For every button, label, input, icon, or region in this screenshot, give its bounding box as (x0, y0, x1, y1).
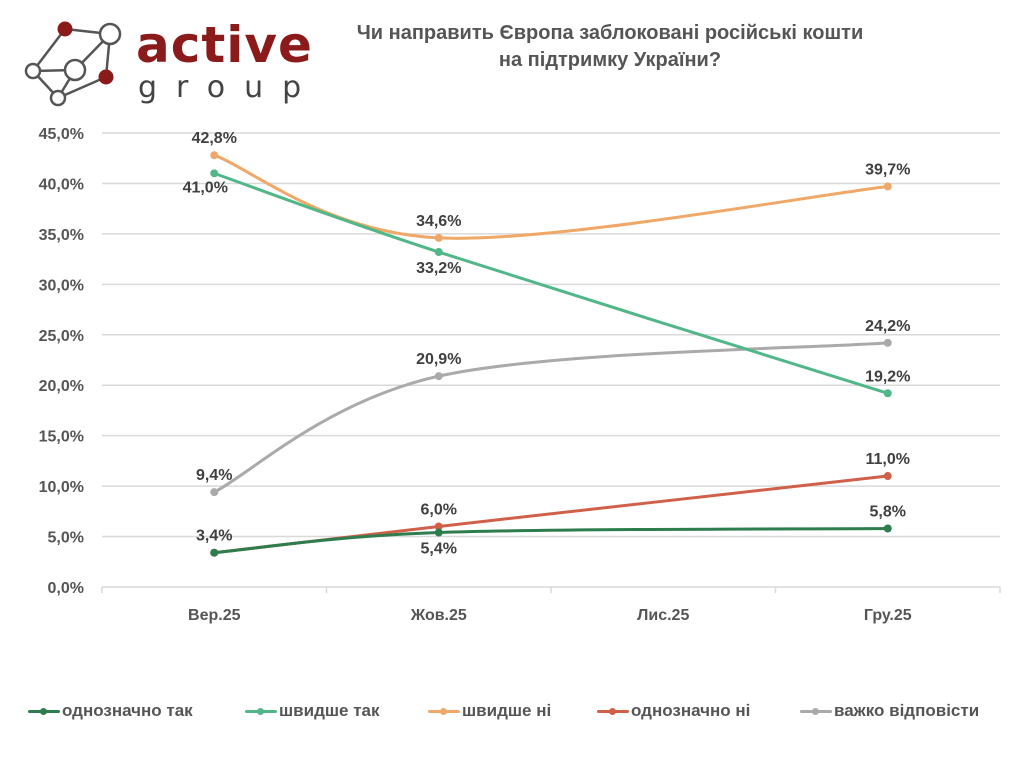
series-1-point (434, 248, 443, 257)
y-tick-label: 20,0% (39, 378, 84, 395)
y-tick-label: 5,0% (48, 530, 84, 547)
legend-label: однозначно так (62, 701, 193, 720)
series-2-point (883, 182, 892, 191)
data-label: 6,0% (421, 501, 457, 518)
data-label: 42,8% (192, 130, 237, 147)
chart-title: Чи направить Європа заблоковані російськ… (300, 20, 920, 74)
series-4-point (434, 372, 443, 381)
series-2-line (212, 153, 890, 240)
legend-line-marker-icon (428, 704, 460, 718)
data-label: 11,0% (866, 451, 910, 468)
legend-line-marker-icon (597, 704, 629, 718)
data-label: 41,0% (183, 179, 228, 196)
series-1-line (212, 171, 890, 395)
legend-label: швидше так (279, 701, 380, 720)
y-tick-label: 45,0% (39, 126, 84, 143)
y-tick-label: 40,0% (39, 176, 84, 193)
series-0-line (212, 526, 890, 555)
data-label: 39,7% (865, 161, 910, 178)
y-tick-label: 15,0% (39, 429, 84, 446)
legend-label: однозначно ні (631, 701, 751, 720)
series-1-point (883, 389, 892, 398)
series-0-point (210, 548, 219, 557)
logo-word-group: group (138, 70, 321, 105)
legend-line-marker-icon (800, 704, 832, 718)
series-4-point (883, 338, 892, 347)
data-label: 5,8% (870, 503, 906, 520)
network-icon (24, 21, 122, 107)
gridlines (102, 132, 1000, 588)
legend-item: швидше ні (428, 699, 551, 723)
series-2-point (210, 151, 219, 160)
legend-item: швидше так (245, 699, 380, 723)
data-label: 19,2% (865, 368, 910, 385)
data-label: 34,6% (416, 213, 461, 230)
y-tick-label: 10,0% (39, 479, 84, 496)
series-3-point (883, 472, 892, 481)
data-label: 24,2% (865, 318, 910, 335)
data-label: 33,2% (416, 260, 461, 277)
series-group (210, 151, 892, 557)
legend: однозначно так швидше так швидше ні однозна… (0, 699, 1024, 723)
x-tick-label: Лис.25 (637, 607, 689, 624)
series-3-point (434, 522, 443, 531)
x-axis: Вер.25 Жов.25 Лис.25 Гру.25 (101, 587, 1001, 624)
series-1-point (210, 169, 219, 178)
legend-item: однозначно ні (597, 699, 750, 723)
x-tick-label: Гру.25 (864, 607, 912, 624)
series-4-line (212, 341, 890, 494)
legend-item: важко відповісти (800, 699, 979, 723)
logo-word-active: active (136, 16, 313, 74)
line-chart: 0,0% 5,0% 10,0% 15,0% 20,0% 25,0% 30,0% 35,0% 40… (39, 126, 1001, 624)
legend-line-marker-icon (28, 704, 60, 718)
x-tick-label: Вер.25 (188, 607, 241, 624)
data-label: 9,4% (196, 467, 232, 484)
legend-item: однозначно так (28, 699, 193, 723)
chart-title-line-2: на підтримку України? (498, 49, 722, 71)
y-tick-label: 35,0% (39, 227, 84, 244)
y-tick-label: 0,0% (48, 580, 84, 597)
y-tick-label: 25,0% (39, 328, 84, 345)
series-0-point (883, 524, 892, 533)
legend-label: важко відповісти (834, 701, 980, 720)
data-label: 3,4% (196, 528, 232, 545)
company-logo: active group (18, 14, 312, 110)
legend-label: швидше ні (462, 701, 552, 720)
legend-line-marker-icon (245, 704, 277, 718)
data-label: 20,9% (416, 351, 461, 368)
series-4-point (210, 488, 219, 497)
y-tick-label: 30,0% (39, 277, 84, 294)
chart-title-line-1: Чи направить Європа заблоковані російськ… (356, 22, 864, 44)
series-2-point (434, 233, 443, 242)
data-label: 5,4% (421, 541, 457, 558)
x-tick-label: Жов.25 (410, 607, 467, 624)
series-0-point (434, 528, 443, 537)
data-labels: 5,4% 5,8% 41,0% 33,2% 19,2% 42,8% 34,6% 39,7% 3,… (183, 130, 911, 557)
y-axis: 0,0% 5,0% 10,0% 15,0% 20,0% 25,0% 30,0% 35,0% 40… (39, 126, 84, 597)
